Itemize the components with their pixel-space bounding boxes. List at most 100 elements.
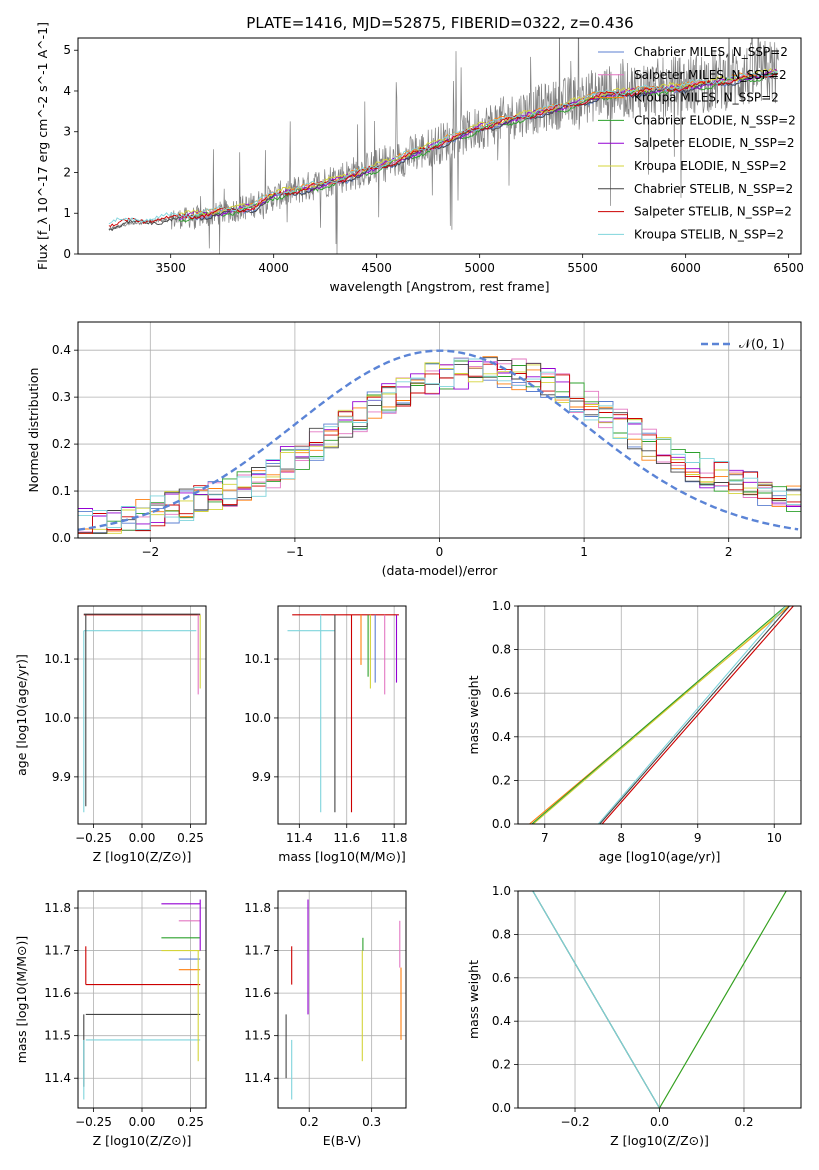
plot-content — [287, 614, 399, 813]
axes-frame — [517, 890, 802, 1109]
x-tick-label: 4500 — [361, 261, 392, 275]
y-tick-label: 11.8 — [44, 901, 71, 915]
model-line-8 — [108, 70, 779, 225]
y-tick-label: 11.4 — [244, 1071, 271, 1085]
x-axis-label: (data-model)/error — [382, 563, 499, 578]
y-tick-label: 10.1 — [244, 652, 271, 666]
y-axis-label: Flux [f_λ 10^-17 erg cm^-2 s^-1 A^-1] — [35, 22, 50, 270]
x-tick-label: −2 — [141, 545, 159, 559]
x-tick-label: −0.25 — [75, 831, 112, 845]
plot-content — [108, 38, 779, 254]
axes-frame — [77, 321, 802, 539]
x-tick-label: 3500 — [155, 261, 186, 275]
y-tick-label: 1.0 — [492, 884, 511, 898]
y-tick-label: 0.1 — [52, 484, 71, 498]
x-tick-label: 10 — [767, 831, 782, 845]
x-tick-label: 6000 — [670, 261, 701, 275]
x-tick-label: 9 — [694, 831, 702, 845]
plot-content — [532, 891, 787, 1108]
axes-frame — [77, 605, 207, 825]
x-tick-label: 4000 — [258, 261, 289, 275]
legend-label: Chabrier MILES, N_SSP=2 — [634, 45, 788, 59]
x-tick-label: 2 — [725, 545, 733, 559]
y-tick-label: 5 — [63, 43, 71, 57]
y-tick-label: 0.4 — [492, 1014, 511, 1028]
y-tick-label: 9.9 — [52, 770, 71, 784]
x-tick-label: 0.0 — [650, 1115, 669, 1129]
panel-age-vs-mass: 11.4 11.6 11.8 9.9 10.0 10.1 mass [log10(M/M⊙)… — [244, 605, 408, 864]
weight-line-4 — [659, 891, 787, 1108]
x-tick-label: 11.4 — [286, 831, 313, 845]
x-tick-label: 5500 — [567, 261, 598, 275]
model-line-5 — [178, 68, 778, 216]
y-axis-label: mass weight — [466, 960, 481, 1039]
y-tick-label: 0 — [63, 247, 71, 261]
y-tick-label: 0.8 — [492, 927, 511, 941]
weight-line-2 — [532, 891, 660, 1108]
y-tick-label: 11.8 — [244, 901, 271, 915]
y-tick-label: 10.0 — [44, 711, 71, 725]
y-tick-label: 0.4 — [52, 343, 71, 357]
panel-mass-vs-EBV: 0.2 0.3 11.4 11.5 11.6 11.7 11.8 E(B-V) — [244, 890, 407, 1148]
panel-spectrum: 3500 4000 4500 5000 5500 6000 6500 0 1 2 3 4 5 wavele… — [35, 22, 804, 294]
x-tick-label: 0.2 — [734, 1115, 753, 1129]
x-tick-label: 0.3 — [362, 1115, 381, 1129]
y-tick-label: 0.0 — [492, 1101, 511, 1115]
panel-age-vs-Z: −0.25 0.00 0.25 9.9 10.0 10.1 Z [log10(Z/Z⊙)] a… — [14, 605, 207, 864]
y-tick-label: 9.9 — [252, 770, 271, 784]
axes-frame — [77, 37, 802, 255]
y-tick-label: 0.2 — [492, 1058, 511, 1072]
legend-label: Chabrier ELODIE, N_SSP=2 — [634, 113, 796, 127]
y-tick-label: 3 — [63, 125, 71, 139]
weight-line-2 — [531, 606, 787, 824]
legend-label: Salpeter MILES, N_SSP=2 — [634, 68, 787, 82]
figure-title: PLATE=1416, MJD=52875, FIBERID=0322, z=0… — [246, 14, 633, 32]
normal-reference-curve — [78, 349, 799, 531]
panel-weight-vs-Z: −0.2 0.0 0.2 0.0 0.2 0.4 0.6 0.8 1.0 Z [log10(Z/Z… — [466, 884, 802, 1148]
plot-content — [529, 606, 794, 824]
histogram-step-7 — [78, 363, 801, 534]
weight-line-3 — [597, 606, 787, 824]
y-tick-label: 11.5 — [244, 1029, 271, 1043]
y-tick-label: 11.6 — [44, 986, 71, 1000]
x-axis-label: E(B-V) — [323, 1133, 362, 1148]
y-tick-label: 0.3 — [52, 390, 71, 404]
legend-label: Chabrier STELIB, N_SSP=2 — [634, 182, 793, 196]
x-tick-label: 0.25 — [177, 1115, 204, 1129]
plot-content — [78, 349, 801, 534]
panel-weight-vs-age: 7 8 9 10 0.0 0.2 0.4 0.6 0.8 1.0 age [log10(age/yr… — [466, 599, 802, 864]
legend-label: Kroupa ELODIE, N_SSP=2 — [634, 159, 787, 173]
x-tick-label: 8 — [617, 831, 625, 845]
weight-line-1 — [532, 606, 789, 824]
legend-label: Kroupa STELIB, N_SSP=2 — [634, 227, 784, 241]
axes-frame — [277, 605, 407, 825]
x-tick-label: 0 — [436, 545, 444, 559]
y-tick-label: 1.0 — [492, 599, 511, 613]
x-axis-label: mass [log10(M/M⊙)] — [278, 849, 406, 864]
legend-label: 𝒩(0, 1) — [739, 336, 785, 351]
x-tick-label: 0.00 — [129, 1115, 156, 1129]
axes-frame — [277, 890, 407, 1109]
y-tick-label: 0.0 — [492, 817, 511, 831]
plot-area: 3500 4000 4500 5000 5500 6000 6500 0 1 2 3 4 5 wavele… — [14, 22, 804, 1148]
x-tick-label: 1 — [580, 545, 588, 559]
y-tick-label: 2 — [63, 165, 71, 179]
y-tick-label: 0.6 — [492, 971, 511, 985]
x-tick-label: 11.6 — [333, 831, 360, 845]
y-axis-label: mass weight — [466, 675, 481, 754]
x-tick-label: 7 — [541, 831, 549, 845]
x-axis-label: Z [log10(Z/Z⊙)] — [93, 1133, 192, 1148]
x-tick-label: 0.00 — [129, 831, 156, 845]
legend-label: Salpeter STELIB, N_SSP=2 — [634, 205, 792, 219]
x-tick-label: −1 — [286, 545, 304, 559]
y-axis-label: mass [log10(M/M⊙)] — [14, 936, 29, 1064]
y-tick-label: 11.5 — [44, 1029, 71, 1043]
plot-content — [285, 899, 402, 1100]
x-tick-label: −0.2 — [560, 1115, 589, 1129]
x-axis-label: Z [log10(Z/Z⊙)] — [93, 849, 192, 864]
y-tick-label: 11.7 — [244, 944, 271, 958]
histogram-step-8 — [78, 358, 801, 530]
y-tick-label: 11.6 — [244, 986, 271, 1000]
y-tick-label: 0.0 — [52, 531, 71, 545]
